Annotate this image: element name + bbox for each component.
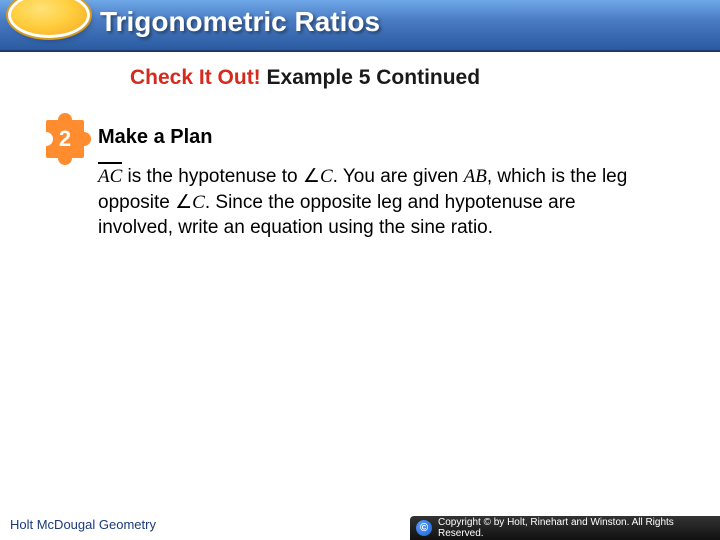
step-number: 2 [46,120,84,158]
header-bar: Trigonometric Ratios [0,0,720,52]
angle-symbol: ∠ [303,166,320,187]
body-paragraph: AC is the hypotenuse to ∠C. You are give… [98,164,628,241]
footer-right: © Copyright © by Holt, Rinehart and Wins… [410,516,720,540]
copyright-badge-icon: © [416,520,432,536]
body-text-1: is the hypotenuse to [122,166,303,187]
segment-ac: AC [98,164,122,190]
subtitle: Check It Out! Example 5 Continued [130,66,480,90]
footer-left: Holt McDougal Geometry [10,517,156,532]
step-title: Make a Plan [98,126,213,149]
footer-copyright-text: Copyright © by Holt, Rinehart and Winsto… [438,517,720,539]
subtitle-red: Check It Out! [130,66,261,89]
lesson-oval-badge [8,0,90,38]
angle-symbol: ∠ [175,192,192,213]
angle-c-1: C [320,166,333,187]
subtitle-black: Example 5 Continued [261,66,480,89]
angle-c-2: C [192,192,205,213]
step-badge: 2 [46,120,84,158]
segment-ab: AB [464,166,487,187]
body-text-2: . You are given [333,166,464,187]
page-title: Trigonometric Ratios [100,6,380,38]
